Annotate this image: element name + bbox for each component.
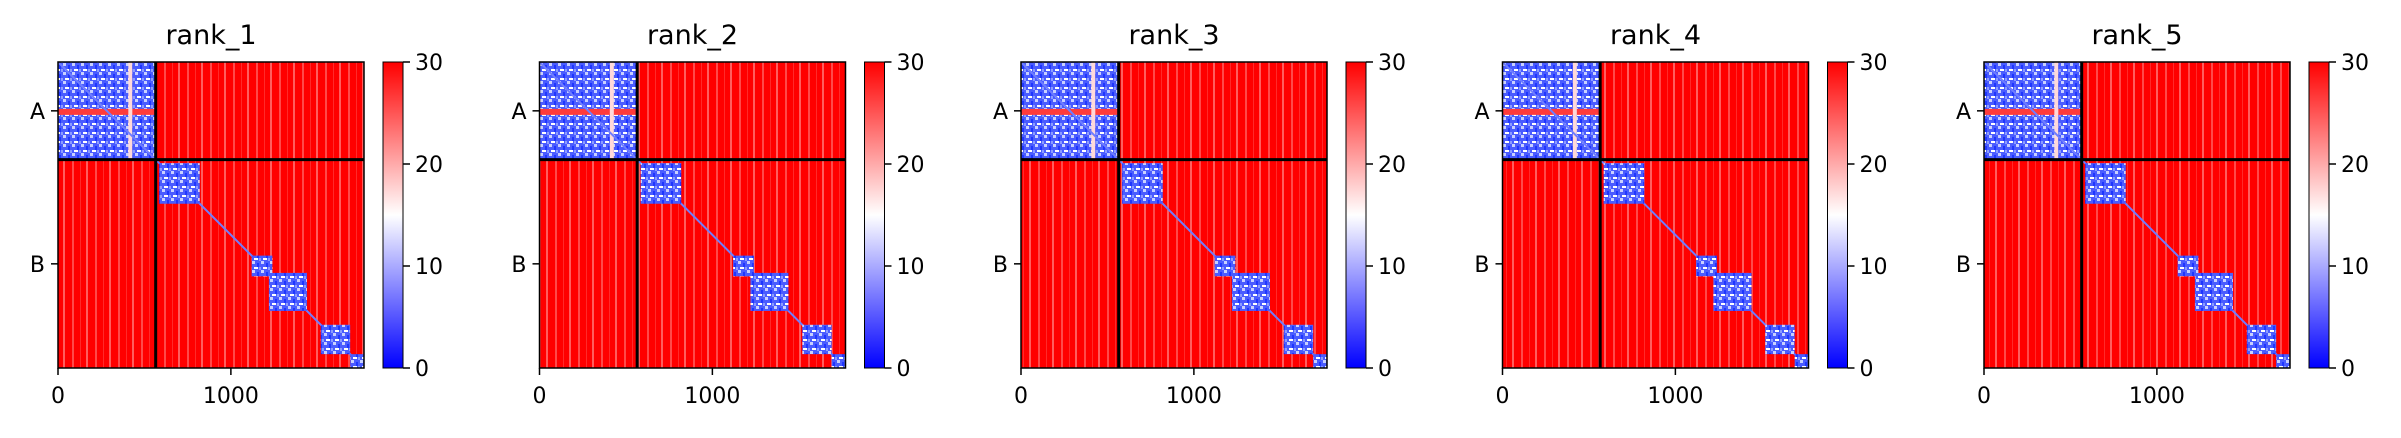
diagonal-cluster [1713, 272, 1752, 311]
colorbar-tick-label: 30 [897, 51, 925, 76]
x-tick-label: 0 [1014, 384, 1028, 409]
colorbar-tick-label: 20 [1378, 153, 1406, 178]
colorbar-tick-label: 20 [415, 153, 443, 178]
block-a-a-band [1091, 62, 1096, 160]
diagonal-cluster [750, 272, 789, 311]
diagonal-cluster [251, 255, 273, 277]
heatmap-panel: rank_3 A B 0 1000 0 10 20 30 [993, 20, 1406, 409]
heatmap-panel: rank_2 A B 0 1000 0 10 20 30 [511, 20, 924, 409]
diagonal-line [1020, 61, 1328, 369]
y-tick-label: B [993, 253, 1008, 278]
colorbar-tick-label: 10 [415, 255, 443, 280]
y-tick-label: A [30, 100, 45, 125]
axes-frame [1983, 61, 2291, 369]
diagonal-cluster [1214, 255, 1236, 277]
x-tick-label: 1000 [203, 384, 259, 409]
y-tick-label: A [511, 100, 526, 125]
colorbar-tick-label: 30 [415, 51, 443, 76]
colorbar-tick-label: 0 [1860, 357, 1874, 382]
diagonal-cluster [1603, 163, 1645, 204]
x-tick-label: 1000 [1647, 384, 1703, 409]
diagonal-cluster [1696, 255, 1717, 277]
x-tick-label: 1000 [1166, 384, 1222, 409]
colorbar-tick-label: 30 [1378, 51, 1406, 76]
panel-title: rank_4 [1610, 20, 1701, 51]
x-tick-label: 1000 [2129, 384, 2185, 409]
colorbar-tick-label: 10 [1860, 255, 1888, 280]
colorbar [1827, 61, 1848, 369]
diagonal-cluster [1231, 272, 1270, 311]
x-tick-label: 0 [51, 384, 65, 409]
block-a-a-band [128, 62, 133, 160]
panel-title: rank_3 [1128, 20, 1219, 51]
colorbar-tick-label: 20 [897, 153, 925, 178]
diagonal-cluster [640, 163, 682, 204]
colorbar-tick-label: 20 [1860, 153, 1888, 178]
x-tick-label: 0 [533, 384, 547, 409]
axes-frame [538, 61, 847, 369]
axes-frame [1020, 61, 1328, 369]
diagonal-cluster [802, 324, 832, 355]
colorbar-tick-label: 30 [1860, 51, 1888, 76]
diagonal-cluster [1313, 354, 1327, 368]
heatmap-panel: rank_5 A B 0 1000 0 10 20 30 [1956, 20, 2369, 409]
diagonal-line [1501, 61, 1810, 369]
y-tick-label: B [1474, 253, 1489, 278]
y-tick-label: A [1474, 100, 1489, 125]
diagonal-cluster [2276, 354, 2290, 368]
diagonal-line [1983, 61, 2291, 369]
diagonal-cluster [1283, 324, 1314, 355]
axes-frame [1501, 61, 1810, 369]
panel-title: rank_5 [2091, 20, 2182, 51]
colorbar-tick-label: 10 [2341, 255, 2369, 280]
diagonal-cluster [1765, 324, 1795, 355]
colorbar [2308, 61, 2330, 369]
colorbar [864, 61, 885, 369]
diagonal-cluster [159, 163, 200, 204]
y-tick-label: A [993, 100, 1008, 125]
diagonal-line [538, 61, 847, 369]
x-tick-label: 0 [1496, 384, 1510, 409]
block-a-a-band [2054, 62, 2059, 160]
colorbar-tick-label: 10 [897, 255, 925, 280]
heatmap-panel: rank_4 A B 0 1000 0 10 20 30 [1474, 20, 1887, 409]
y-tick-label: B [511, 253, 526, 278]
diagonal-line [57, 61, 365, 369]
colorbar-tick-label: 0 [1378, 357, 1392, 382]
diagonal-cluster [2246, 324, 2277, 355]
colorbar-tick-label: 0 [415, 357, 429, 382]
y-tick-label: B [1956, 253, 1971, 278]
colorbar-tick-label: 30 [2341, 51, 2369, 76]
heatmap-panel: rank_1 A B 0 1000 0 10 20 30 [30, 20, 443, 409]
axes-frame [57, 61, 365, 369]
colorbar [1345, 61, 1367, 369]
panel-title: rank_1 [165, 20, 256, 51]
panel-title: rank_2 [647, 20, 738, 51]
diagonal-cluster [2177, 255, 2199, 277]
x-tick-label: 1000 [684, 384, 740, 409]
diagonal-cluster [831, 354, 846, 368]
diagonal-cluster [320, 324, 351, 355]
colorbar [382, 61, 404, 369]
diagonal-cluster [733, 255, 754, 277]
colorbar-tick-label: 0 [2341, 357, 2355, 382]
x-tick-label: 0 [1977, 384, 1991, 409]
diagonal-cluster [2085, 163, 2126, 204]
block-a-a-band [1572, 62, 1577, 160]
colorbar-tick-label: 20 [2341, 153, 2369, 178]
colorbar-tick-label: 0 [897, 357, 911, 382]
y-tick-label: A [1956, 100, 1971, 125]
block-a-a-band [609, 62, 614, 160]
y-tick-label: B [30, 253, 45, 278]
diagonal-cluster [1122, 163, 1163, 204]
diagonal-cluster [2194, 272, 2233, 311]
diagonal-cluster [268, 272, 307, 311]
colorbar-tick-label: 10 [1378, 255, 1406, 280]
diagonal-cluster [350, 354, 364, 368]
diagonal-cluster [1794, 354, 1809, 368]
